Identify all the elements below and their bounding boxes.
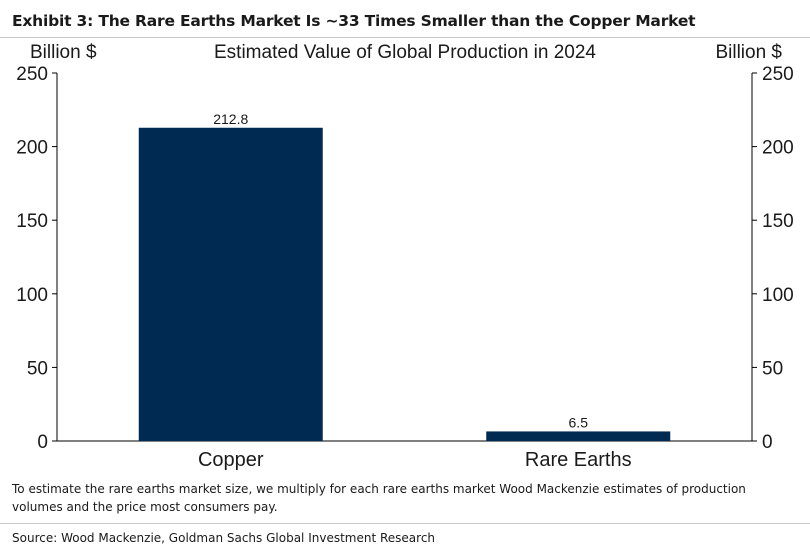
axes: 0 0 50 50 100 100 150 150 200 200 250 250 <box>16 64 793 453</box>
y-tick-label-left: 250 <box>16 64 48 85</box>
bars: 212.8 Copper 6.5 Rare Earths <box>138 111 671 471</box>
bar-chart: Estimated Value of Global Production in … <box>16 42 793 471</box>
source-line: Source: Wood Mackenzie, Goldman Sachs Gl… <box>12 531 436 545</box>
bar-data-label: 6.5 <box>569 414 589 430</box>
y-axis-label-left: Billion $ <box>30 42 97 63</box>
y-tick-label-right: 0 <box>762 432 773 453</box>
y-tick-label-right: 250 <box>762 64 794 85</box>
y-tick-label-right: 50 <box>762 358 783 379</box>
bar-data-label: 212.8 <box>213 111 248 127</box>
y-tick-label-left: 150 <box>16 211 48 232</box>
y-tick-label-left: 100 <box>16 285 48 306</box>
exhibit-title: Exhibit 3: The Rare Earths Market Is ~33… <box>12 12 696 30</box>
x-category-label: Copper <box>198 449 264 471</box>
y-tick-label-right: 200 <box>762 138 794 159</box>
y-axis-label-right: Billion $ <box>715 42 782 63</box>
bar <box>138 127 323 442</box>
bar <box>486 431 671 441</box>
chart-note: To estimate the rare earths market size,… <box>12 482 746 514</box>
y-tick-label-left: 50 <box>27 358 48 379</box>
y-tick-label-left: 200 <box>16 138 48 159</box>
title-divider <box>0 37 810 38</box>
note-divider <box>0 523 810 524</box>
y-tick-label-right: 100 <box>762 285 794 306</box>
x-category-label: Rare Earths <box>525 449 632 471</box>
y-tick-label-right: 150 <box>762 211 794 232</box>
y-tick-label-left: 0 <box>37 432 48 453</box>
chart-title: Estimated Value of Global Production in … <box>214 42 596 63</box>
